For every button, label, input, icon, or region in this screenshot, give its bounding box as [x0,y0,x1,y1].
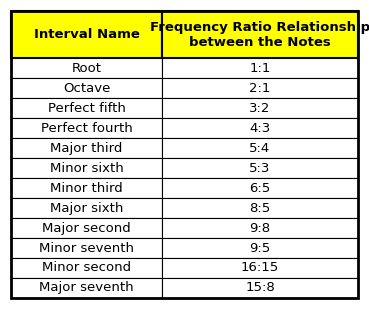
Bar [11,98,162,118]
Bar [11,118,162,138]
Text: Root: Root [72,62,101,75]
Text: Major third: Major third [50,142,123,155]
Bar [11,178,162,198]
Text: 4:3: 4:3 [249,122,270,135]
Text: 5:3: 5:3 [249,162,270,175]
Bar [162,178,358,198]
Text: Octave: Octave [63,82,110,95]
Text: 16:15: 16:15 [241,261,279,274]
Text: 9:8: 9:8 [249,222,270,235]
Bar [11,258,162,278]
Bar [11,198,162,218]
Bar [162,78,358,98]
Text: 1:1: 1:1 [249,62,270,75]
Bar [162,11,358,58]
Text: Frequency Ratio Relationship
between the Notes: Frequency Ratio Relationship between the… [150,21,369,49]
Bar [162,138,358,158]
Text: 3:2: 3:2 [249,102,270,115]
Text: Perfect fourth: Perfect fourth [41,122,132,135]
Bar [11,11,162,58]
Text: Major second: Major second [42,222,131,235]
Bar [11,138,162,158]
Bar [11,78,162,98]
Text: Major sixth: Major sixth [50,201,123,215]
Text: 5:4: 5:4 [249,142,270,155]
Text: Major seventh: Major seventh [39,281,134,294]
Bar [11,58,162,78]
Bar [162,58,358,78]
Text: Perfect fifth: Perfect fifth [48,102,125,115]
Bar [162,278,358,298]
Bar [11,238,162,258]
Bar [11,278,162,298]
Bar [162,158,358,178]
Bar [11,158,162,178]
Text: 9:5: 9:5 [249,242,270,255]
Bar [162,258,358,278]
Text: 6:5: 6:5 [249,182,270,195]
Text: Interval Name: Interval Name [34,28,139,41]
Text: Minor second: Minor second [42,261,131,274]
Bar [11,218,162,238]
Bar [162,118,358,138]
Bar [162,98,358,118]
Text: 15:8: 15:8 [245,281,275,294]
Text: Minor sixth: Minor sixth [50,162,123,175]
Text: 2:1: 2:1 [249,82,270,95]
Text: Minor third: Minor third [50,182,123,195]
Bar [162,218,358,238]
Text: Minor seventh: Minor seventh [39,242,134,255]
Text: 8:5: 8:5 [249,201,270,215]
Bar [162,238,358,258]
Bar [162,198,358,218]
